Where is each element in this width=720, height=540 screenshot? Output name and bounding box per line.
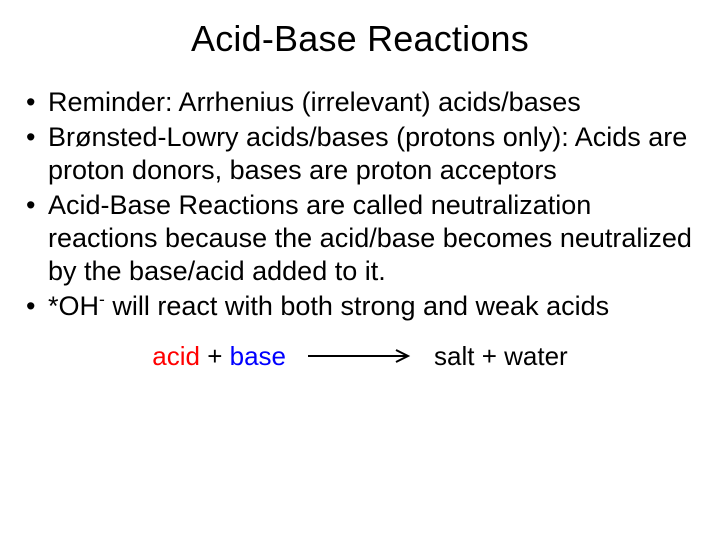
equation-lhs: acid + base	[152, 341, 286, 372]
bullet-item: Acid-Base Reactions are called neutraliz…	[24, 189, 700, 288]
slide-title: Acid-Base Reactions	[20, 18, 700, 60]
bullet-text-pre: *OH	[48, 291, 99, 321]
bullet-item: Brønsted-Lowry acids/bases (protons only…	[24, 121, 700, 187]
slide: Acid-Base Reactions Reminder: Arrhenius …	[0, 0, 720, 540]
bullet-item: *OH- will react with both strong and wea…	[24, 290, 700, 323]
term-salt: salt	[434, 341, 474, 371]
plus-sign: +	[200, 341, 230, 371]
bullet-item: Reminder: Arrhenius (irrelevant) acids/b…	[24, 86, 700, 119]
term-water: water	[504, 341, 568, 371]
bullet-list: Reminder: Arrhenius (irrelevant) acids/b…	[20, 86, 700, 323]
term-acid: acid	[152, 341, 200, 371]
plus-sign: +	[474, 341, 504, 371]
equation-rhs: salt + water	[434, 341, 568, 372]
reaction-equation: acid + base salt + water	[20, 341, 700, 372]
term-base: base	[230, 341, 286, 371]
bullet-text-post: will react with both strong and weak aci…	[105, 291, 609, 321]
arrow-icon	[308, 348, 412, 364]
